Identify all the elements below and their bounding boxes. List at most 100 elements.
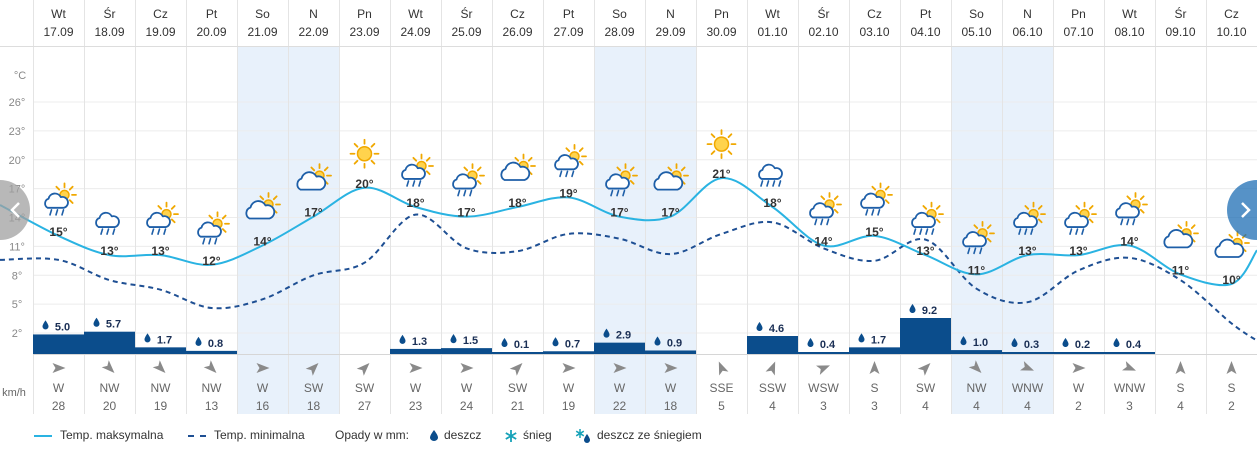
raindrop-icon [93,317,100,327]
tmax-label: 12° [202,254,220,268]
sun-cloud-icon [1214,230,1250,258]
precip-value: 1.0 [973,337,988,349]
sun-cloud-rain-icon [146,201,179,235]
cloud-heavy-rain-icon [758,163,783,187]
precip-bar [186,350,237,354]
tmax-label: 13° [1069,244,1087,258]
wind-arrow-icon [409,363,423,373]
tmax-label: 17° [610,206,628,220]
wind-direction: W [563,381,575,395]
sun-cloud-icon [653,163,689,191]
precip-value: 0.3 [1024,339,1039,351]
wind-direction: SSW [759,381,787,395]
date-label: 17.09 [43,25,73,39]
legend-tmin: Temp. minimalna [188,428,305,442]
wind-direction: W [461,381,473,395]
precip-bar [594,342,645,354]
day-name: Cz [867,7,882,21]
wind-speed: 28 [52,399,66,413]
wind-arrow-icon [256,363,270,373]
weekend-column [951,46,1002,414]
raindrop-icon [144,333,151,343]
legend-rain: deszcz [430,428,481,442]
date-label: 18.09 [94,25,124,39]
sun-icon [706,129,737,160]
date-label: 27.09 [553,25,583,39]
wind-unit-label: km/h [2,387,26,399]
wind-speed: 4 [973,399,980,413]
precip-bar [747,336,798,354]
sun-cloud-rain-icon [1115,192,1148,226]
wind-speed: 19 [154,399,168,413]
wind-speed: 16 [256,399,270,413]
precip-value: 5.7 [106,319,121,331]
wind-speed: 18 [307,399,321,413]
sun-cloud-rain-icon [197,211,230,245]
wind-direction: NW [967,381,988,395]
precip-value: 1.7 [157,334,172,346]
wind-direction: SW [916,381,936,395]
precip-bar [645,350,696,354]
precip-bar [798,352,849,354]
date-label: 06.10 [1012,25,1042,39]
precip-bar [441,348,492,354]
wind-speed: 4 [769,399,776,413]
wind-arrow-icon [356,363,370,376]
wind-direction: W [257,381,269,395]
wind-arrow-icon [869,361,880,374]
precip-value: 5.0 [55,321,70,333]
wind-direction: SSE [709,381,733,395]
y-tick-label: 20° [9,155,26,167]
raindrop-icon [399,334,406,344]
raindrop-icon [501,338,508,347]
tmax-label: 15° [49,225,67,239]
sun-cloud-rain-icon [554,143,587,178]
precip-value: 0.4 [1126,339,1142,351]
raindrop-icon [195,336,202,346]
date-label: 20.09 [196,25,226,39]
wind-direction: SW [355,381,375,395]
wind-direction: W [53,381,65,395]
precip-bar [492,352,543,354]
y-tick-label: 2° [12,328,23,340]
wind-direction: NW [202,381,223,395]
sun-cloud-rain-icon [809,192,842,226]
sun-cloud-icon [1163,220,1199,249]
wind-direction: WNW [1012,381,1044,395]
wind-arrow-icon [203,360,217,373]
day-name: Śr [104,6,116,21]
wind-speed: 20 [103,399,117,413]
sun-cloud-icon [245,192,281,220]
sun-cloud-icon [500,153,536,181]
tmax-line [0,177,1257,287]
wind-speed: 5 [718,399,725,413]
date-label: 02.10 [808,25,838,39]
day-name: N [309,7,318,21]
precip-value: 1.3 [412,336,427,348]
tmax-label: 18° [763,196,781,210]
chevron-right-icon [1241,202,1251,218]
day-name: N [1023,7,1032,21]
tmax-label: 14° [814,235,832,249]
precip-bar [849,347,900,354]
date-label: 30.09 [706,25,736,39]
date-label: 22.09 [298,25,328,39]
sun-cloud-rain-icon [1013,201,1046,235]
wind-arrow-icon [1072,363,1086,373]
raindrop-icon [450,334,457,344]
weekend-column [645,46,696,414]
wind-arrow-icon [765,361,776,376]
legend-mixed: deszcz ze śniegiem [575,428,702,443]
date-label: 10.10 [1216,25,1246,39]
day-name: Pt [563,7,575,21]
wind-speed: 2 [1228,399,1235,413]
raindrop-icon [552,337,559,347]
legend-tmax: Temp. maksymalna [34,428,163,442]
precip-bar [951,350,1002,354]
wind-direction: NW [151,381,172,395]
wind-arrow-icon [562,363,576,373]
chevron-left-icon [10,202,20,218]
weekend-column [1002,46,1053,414]
wind-speed: 3 [820,399,827,413]
tmax-label: 14° [1120,235,1138,249]
